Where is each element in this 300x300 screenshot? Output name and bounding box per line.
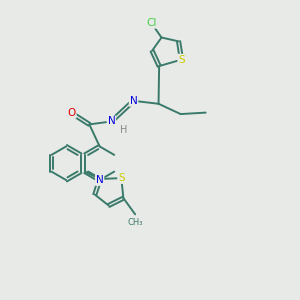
- Text: O: O: [68, 108, 76, 118]
- Text: Cl: Cl: [146, 18, 156, 28]
- Text: S: S: [118, 173, 124, 183]
- Text: H: H: [119, 125, 127, 135]
- Text: N: N: [108, 116, 115, 126]
- Text: S: S: [178, 55, 185, 64]
- Text: N: N: [130, 96, 137, 106]
- Text: CH₃: CH₃: [128, 218, 143, 227]
- Text: N: N: [96, 175, 104, 185]
